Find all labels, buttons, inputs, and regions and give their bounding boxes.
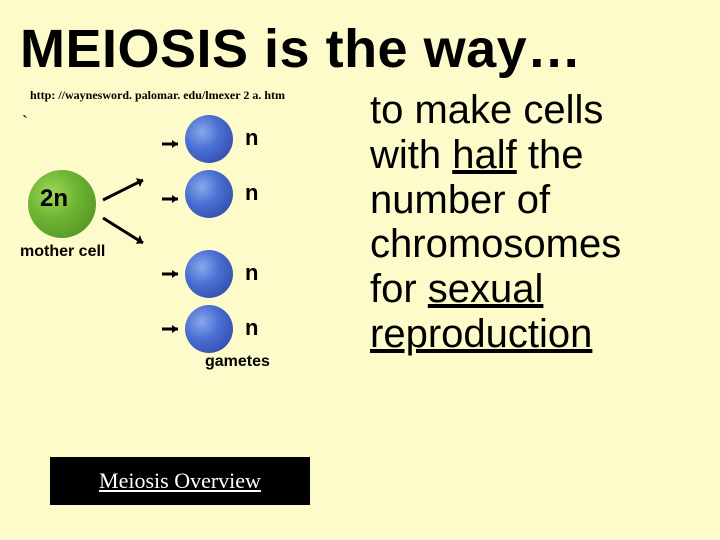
gamete-circle	[185, 115, 233, 163]
arrow-icon	[160, 267, 186, 281]
arrow-icon	[160, 137, 186, 151]
body-line: chromosomes	[370, 222, 621, 266]
gamete-circle	[185, 170, 233, 218]
gamete-label: n	[245, 260, 258, 286]
body-line: for	[370, 267, 428, 311]
meiosis-diagram: 2n mother cell	[20, 105, 340, 375]
source-url: http: //waynesword. palomar. edu/lmexer …	[30, 88, 340, 103]
gamete-circle	[185, 250, 233, 298]
right-column: to make cells with half the number of ch…	[340, 88, 700, 375]
body-line: to make cells	[370, 88, 603, 132]
body-text: to make cells with half the number of ch…	[370, 88, 700, 357]
underlined-word: sexual	[428, 267, 544, 311]
left-column: http: //waynesword. palomar. edu/lmexer …	[20, 88, 340, 375]
underlined-word: half	[452, 133, 517, 177]
gamete-label: n	[245, 180, 258, 206]
content-row: http: //waynesword. palomar. edu/lmexer …	[0, 88, 720, 375]
arrow-icon	[98, 213, 158, 253]
arrow-icon	[98, 175, 158, 205]
underlined-word: reproduction	[370, 312, 592, 356]
body-line: with	[370, 133, 452, 177]
arrow-icon	[160, 192, 186, 206]
gamete-circle	[185, 305, 233, 353]
mother-cell-text: mother cell	[20, 243, 105, 261]
slide-title: MEIOSIS is the way…	[0, 0, 720, 80]
body-line: number of	[370, 178, 550, 222]
overview-link-box[interactable]: Meiosis Overview	[50, 457, 310, 505]
gametes-text: gametes	[205, 353, 270, 371]
overview-link-text: Meiosis Overview	[99, 468, 261, 494]
body-line: the	[517, 133, 584, 177]
mother-cell-label: 2n	[40, 185, 68, 213]
gamete-label: n	[245, 125, 258, 151]
gamete-label: n	[245, 315, 258, 341]
arrow-icon	[160, 322, 186, 336]
